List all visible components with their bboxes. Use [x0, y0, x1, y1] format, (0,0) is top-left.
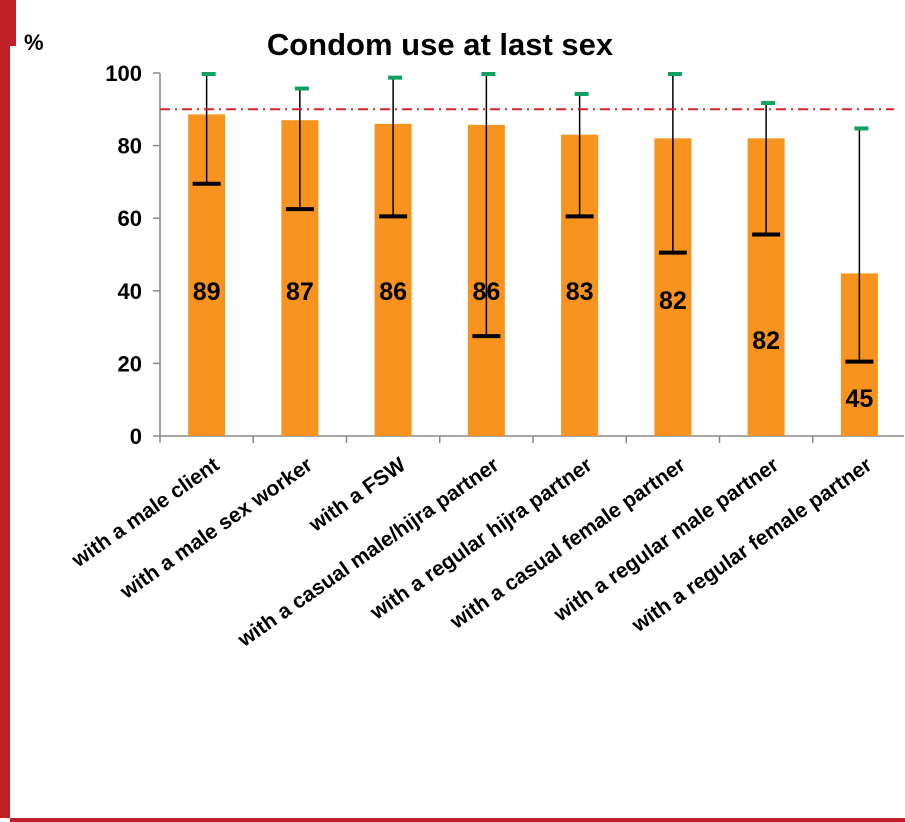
error-bar-high-marker: [388, 75, 403, 80]
y-tick-label: 60: [118, 206, 142, 231]
y-tick-label: 80: [118, 134, 142, 159]
error-bar-high-marker: [574, 91, 589, 96]
data-label: 89: [193, 278, 221, 306]
data-label: 82: [659, 287, 687, 315]
y-tick-label: 0: [130, 424, 142, 449]
left-accent-bar: [0, 0, 10, 818]
error-bar-high-marker: [481, 72, 496, 76]
bottom-frame-line: [10, 818, 905, 822]
error-bar-high-marker: [854, 126, 869, 131]
y-tick-label: 100: [105, 61, 142, 86]
error-bar-high-marker: [294, 86, 309, 91]
error-bar-high-marker: [761, 101, 776, 106]
data-label: 82: [752, 327, 780, 355]
y-tick-label: 40: [118, 279, 142, 304]
top-left-accent: [0, 0, 16, 46]
chart-title: Condom use at last sex: [267, 27, 614, 62]
data-label: 86: [379, 278, 407, 306]
y-tick-label: 20: [118, 351, 142, 376]
data-label: 86: [472, 278, 500, 306]
data-label: 45: [845, 385, 873, 413]
data-label: 87: [286, 278, 314, 306]
error-bar-high-marker: [667, 72, 682, 76]
data-label: 83: [566, 278, 594, 306]
y-axis-unit-label: %: [24, 30, 44, 55]
x-category-label: with a male client: [67, 453, 223, 572]
error-bar-high-marker: [201, 72, 216, 76]
